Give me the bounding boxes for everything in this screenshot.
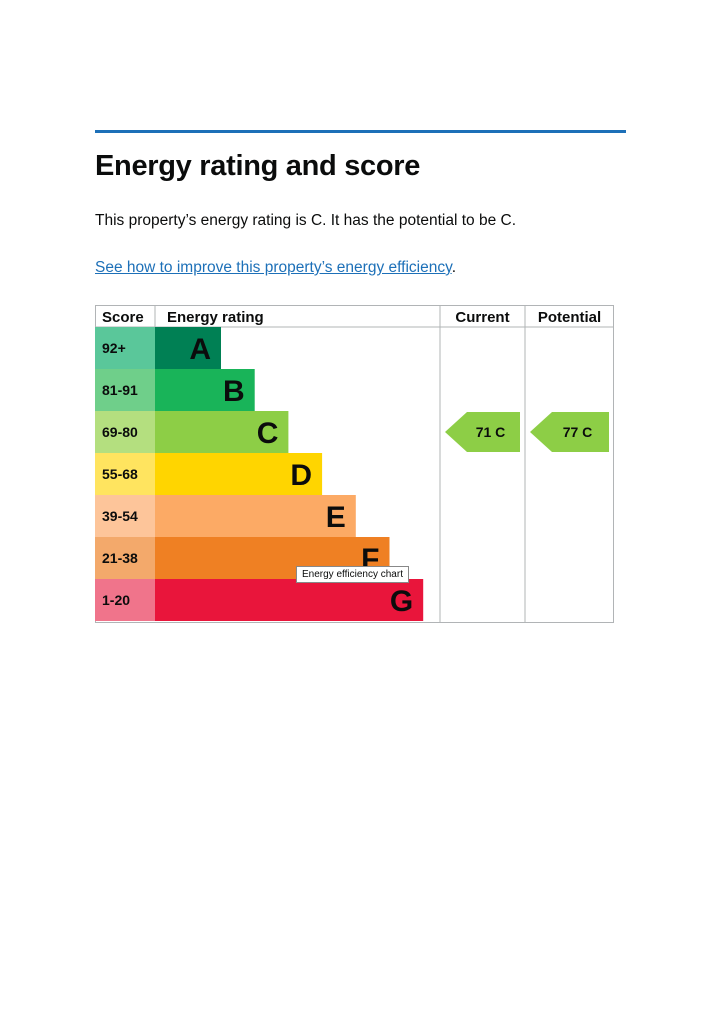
section-rule [95,130,626,133]
potential-arrow [530,412,609,452]
page-title: Energy rating and score [95,150,421,182]
band-score-label-d: 55-68 [102,466,138,482]
header-potential: Potential [538,309,601,326]
band-letter-a: A [189,333,211,366]
improve-link-line: See how to improve this property’s energ… [95,259,456,277]
potential-rating-label: 77 C [563,424,593,440]
current-rating-label: 71 C [476,424,506,440]
band-letter-d: D [290,459,312,492]
band-bar-a [155,327,221,369]
header-energy-rating: Energy rating [167,309,264,326]
rating-summary: This property’s energy rating is C. It h… [95,212,517,229]
energy-efficiency-chart: Score Energy rating Current Potential 92+ A 81… [95,305,614,623]
band-letter-e: E [326,501,346,534]
link-suffix: . [451,259,456,276]
chart-tooltip: Energy efficiency chart [296,566,409,583]
band-bar-e [155,495,356,537]
header-score: Score [102,309,144,326]
header-current: Current [455,309,509,326]
band-score-label-a: 92+ [102,340,126,356]
band-bar-c [155,411,289,453]
band-bar-g [155,579,424,621]
band-letter-g: G [390,585,413,618]
band-score-label-c: 69-80 [102,424,138,440]
band-score-cell-d [95,453,155,495]
current-arrow [445,412,520,452]
band-bar-d [155,453,323,495]
improve-efficiency-link[interactable]: See how to improve this property’s energ… [95,259,452,276]
band-score-label-g: 1-20 [102,592,130,608]
band-score-label-b: 81-91 [102,382,138,398]
band-letter-b: B [223,375,245,408]
band-score-cell-f [95,537,155,579]
band-score-cell-g [95,579,155,621]
band-score-cell-b [95,369,155,411]
band-score-cell-e [95,495,155,537]
band-score-cell-a [95,327,155,369]
band-score-label-e: 39-54 [102,508,138,524]
band-score-label-f: 21-38 [102,550,138,566]
band-bar-b [155,369,255,411]
band-score-cell-c [95,411,155,453]
band-letter-c: C [257,417,279,450]
